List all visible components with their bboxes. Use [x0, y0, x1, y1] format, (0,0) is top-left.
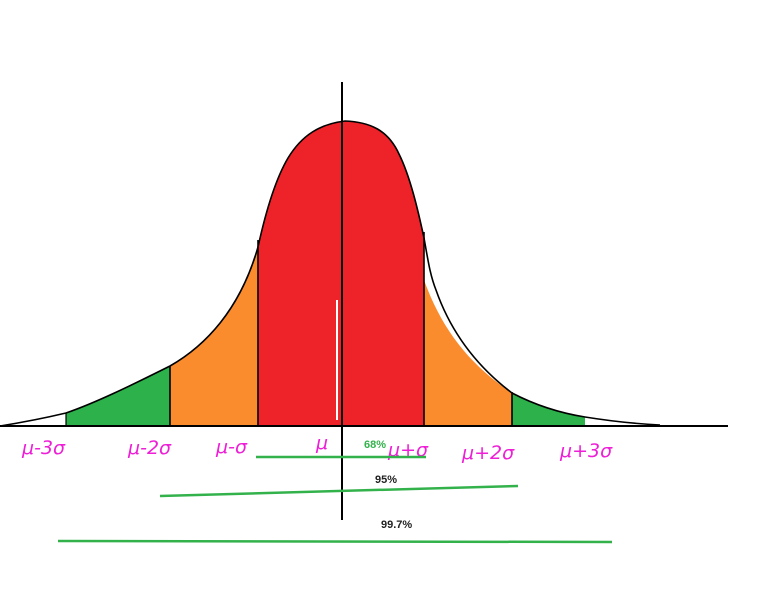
percent-label-68: 68%	[364, 439, 386, 451]
label-mu-minus-sigma: μ-σ	[215, 436, 248, 458]
percent-label-99-7: 99.7%	[381, 519, 412, 531]
label-mu-plus-sigma: μ+σ	[387, 439, 429, 461]
band-3sigma-right	[512, 393, 585, 426]
percent-label-95: 95%	[375, 474, 397, 486]
label-mu-plus-2sigma: μ+2σ	[461, 442, 515, 464]
band-2sigma-right	[424, 280, 512, 426]
range-line-99-7	[57, 539, 613, 544]
range-line-95	[159, 484, 519, 498]
label-mu-minus-3sigma: μ-3σ	[21, 437, 66, 459]
band-2sigma-left	[170, 247, 258, 426]
band-3sigma-left	[66, 366, 170, 426]
label-mu-plus-3sigma: μ+3σ	[559, 440, 613, 462]
label-mu: μ	[315, 432, 328, 454]
label-mu-minus-2sigma: μ-2σ	[127, 437, 172, 459]
